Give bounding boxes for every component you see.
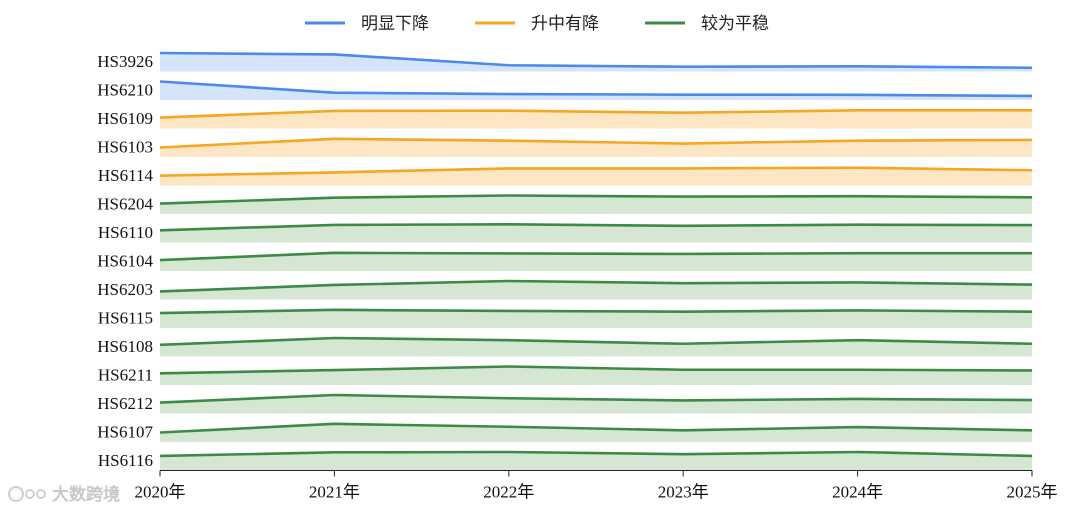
ridge-line bbox=[159, 51, 1033, 70]
ridge-area bbox=[160, 224, 1032, 242]
ridge-line bbox=[159, 80, 1033, 98]
x-tick-label: 2020年 bbox=[135, 483, 186, 502]
legend-label: 明显下降 bbox=[361, 14, 429, 34]
ridge-row-HS6114: HS6114 bbox=[98, 166, 1033, 186]
row-label: HS6103 bbox=[97, 138, 153, 157]
ridge-area bbox=[160, 195, 1032, 214]
x-tick-label: 2021年 bbox=[309, 483, 360, 502]
ridge-line bbox=[159, 194, 1033, 205]
row-label: HS6203 bbox=[97, 280, 153, 299]
ridge-line bbox=[159, 365, 1033, 375]
ridge-row-HS6212: HS6212 bbox=[97, 393, 1033, 414]
ridge-row-HS6109: HS6109 bbox=[97, 109, 1032, 129]
ridge-line bbox=[159, 308, 1033, 315]
watermark: 大数跨境 bbox=[8, 484, 120, 505]
row-label: HS6212 bbox=[97, 394, 153, 413]
row-label: HS6114 bbox=[98, 166, 154, 185]
ridge-area bbox=[160, 138, 1032, 157]
row-label: HS6116 bbox=[98, 451, 153, 470]
ridge-row-HS6110: HS6110 bbox=[98, 223, 1033, 243]
ridge-row-HS6116: HS6116 bbox=[98, 450, 1033, 471]
ridge-line bbox=[159, 137, 1033, 149]
row-label: HS6108 bbox=[97, 337, 153, 356]
ridge-row-HS6210: HS6210 bbox=[97, 80, 1033, 100]
row-label: HS6204 bbox=[97, 195, 153, 214]
row-label: HS3926 bbox=[97, 52, 153, 71]
ridge-area bbox=[160, 309, 1032, 328]
ridge-line bbox=[159, 223, 1033, 232]
x-tick-label: 2025年 bbox=[1007, 483, 1058, 502]
x-tick-label: 2024年 bbox=[832, 483, 883, 502]
ridge-row-HS6108: HS6108 bbox=[97, 336, 1033, 357]
legend-item-up: 升中有降 bbox=[475, 14, 599, 34]
watermark-text: 大数跨境 bbox=[52, 484, 120, 505]
row-label: HS6107 bbox=[97, 423, 153, 442]
legend-item-flat: 较为平稳 bbox=[645, 14, 769, 34]
ridge-line bbox=[159, 251, 1032, 262]
ridge-row-HS6103: HS6103 bbox=[97, 137, 1033, 157]
ridge-row-HS6107: HS6107 bbox=[97, 422, 1033, 442]
x-tick-label: 2023年 bbox=[658, 483, 709, 502]
ridge-line bbox=[159, 109, 1032, 119]
legend-item-down: 明显下降 bbox=[305, 14, 429, 34]
x-axis: 2020年 2021年 2022年 2023年 2024年 2025年 bbox=[135, 470, 1058, 502]
ridge-row-HS6104: HS6104 bbox=[97, 252, 1032, 271]
ridge-rows: HS3926 HS6210 HS6109 HS6103 HS6114 HS6204 HS61… bbox=[97, 51, 1033, 471]
ridge-row-HS6211: HS6211 bbox=[98, 365, 1033, 385]
ridge-line bbox=[159, 166, 1033, 177]
row-label: HS6210 bbox=[97, 81, 153, 100]
row-label: HS6110 bbox=[98, 223, 153, 242]
ridge-area bbox=[160, 252, 1032, 271]
ridge-area bbox=[160, 110, 1032, 128]
row-label: HS6109 bbox=[97, 109, 153, 128]
ridge-area bbox=[160, 281, 1032, 299]
ridge-line bbox=[159, 279, 1033, 293]
row-label: HS6104 bbox=[97, 252, 153, 271]
ridge-row-HS3926: HS3926 bbox=[97, 51, 1033, 72]
ridge-area bbox=[160, 53, 1032, 71]
row-label: HS6115 bbox=[98, 309, 153, 328]
ridge-line bbox=[159, 393, 1033, 404]
legend-label: 升中有降 bbox=[531, 14, 599, 34]
ridge-line bbox=[159, 450, 1033, 458]
row-label: HS6211 bbox=[98, 366, 153, 385]
ridge-line bbox=[159, 336, 1033, 347]
ridge-row-HS6203: HS6203 bbox=[97, 279, 1033, 300]
ridge-row-HS6115: HS6115 bbox=[98, 308, 1033, 328]
ridge-area bbox=[160, 338, 1032, 356]
watermark-logo-icon bbox=[8, 486, 46, 502]
x-tick-label: 2022年 bbox=[483, 483, 534, 502]
ridge-area bbox=[160, 167, 1032, 185]
ridge-line bbox=[159, 422, 1033, 434]
ridge-row-HS6204: HS6204 bbox=[97, 194, 1033, 214]
ridge-area bbox=[160, 452, 1032, 470]
legend: 明显下降 升中有降 较为平稳 bbox=[305, 14, 769, 34]
legend-label: 较为平稳 bbox=[701, 14, 769, 34]
